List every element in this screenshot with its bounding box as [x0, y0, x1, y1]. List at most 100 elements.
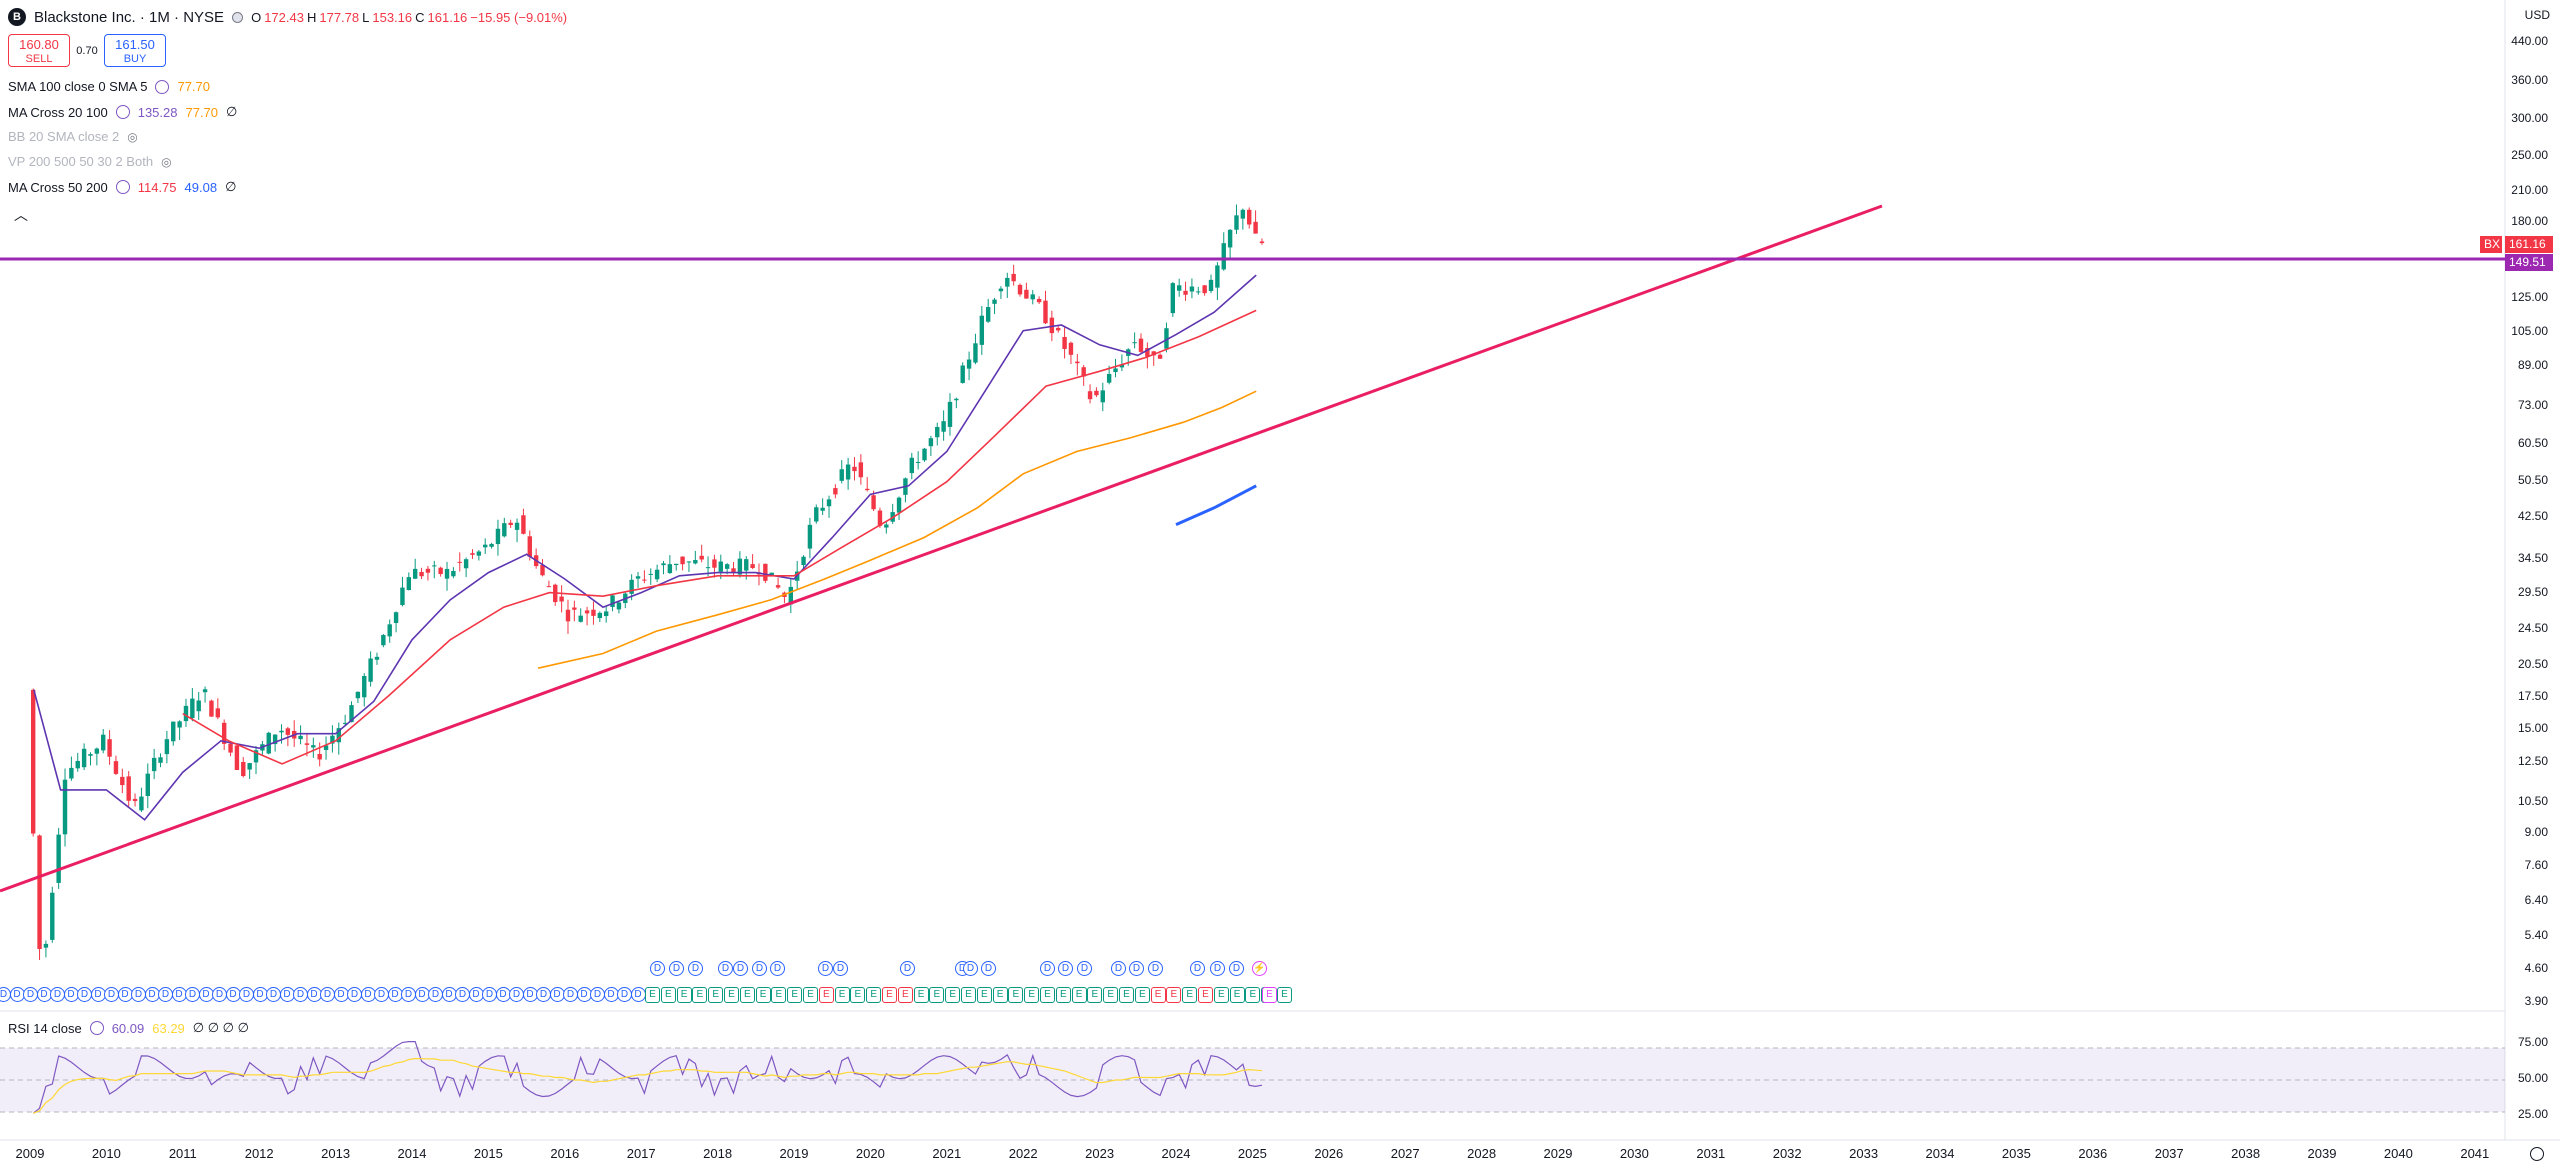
dividend-marker[interactable]: D	[185, 987, 200, 1002]
earnings-marker[interactable]: E	[850, 987, 866, 1003]
earnings-marker[interactable]: E	[1182, 987, 1198, 1003]
indicator-ma-cross-50-200[interactable]: MA Cross 50 200 114.75 49.08 ∅	[8, 179, 236, 195]
indicator-source-icon[interactable]	[89, 1021, 104, 1035]
dividend-marker[interactable]: D	[158, 987, 173, 1002]
earnings-marker[interactable]: E	[1119, 987, 1134, 1003]
indicator-source-icon[interactable]	[115, 105, 130, 119]
dividend-marker[interactable]: D	[225, 987, 241, 1002]
dividend-marker[interactable]: D	[23, 987, 38, 1002]
dividend-marker[interactable]: D	[509, 987, 524, 1002]
dividend-marker[interactable]: D	[455, 987, 470, 1002]
earnings-marker[interactable]: E	[1245, 987, 1261, 1003]
earnings-marker[interactable]: E	[1040, 987, 1055, 1003]
earnings-marker[interactable]: E	[1277, 987, 1292, 1003]
dividend-marker[interactable]: D	[63, 987, 79, 1002]
dividend-marker[interactable]: D	[770, 961, 785, 976]
dividend-marker[interactable]: D	[347, 987, 362, 1002]
earnings-marker[interactable]: E	[1103, 987, 1119, 1003]
earnings-marker[interactable]: E	[834, 987, 850, 1003]
dividend-marker[interactable]: D	[374, 987, 389, 1002]
eye-hidden-icon[interactable]: ◎	[161, 154, 172, 169]
lightning-icon[interactable]: ⚡	[1252, 961, 1267, 976]
rsi-legend[interactable]: RSI 14 close 60.09 63.29 ∅ ∅ ∅ ∅	[8, 1020, 249, 1036]
dividend-marker[interactable]: D	[239, 987, 254, 1002]
earnings-marker[interactable]: E	[708, 987, 724, 1003]
earnings-marker[interactable]: E	[1166, 987, 1182, 1003]
dividend-marker[interactable]: D	[818, 961, 833, 976]
earnings-marker[interactable]: E	[645, 987, 660, 1003]
indicator-vp[interactable]: VP 200 500 50 30 2 Both ◎	[8, 154, 172, 169]
earnings-marker[interactable]: E	[897, 987, 913, 1003]
earnings-marker[interactable]: E	[787, 987, 803, 1003]
dividend-marker[interactable]: D	[603, 987, 619, 1002]
dividend-marker[interactable]: D	[617, 987, 632, 1002]
dividend-marker[interactable]: D	[1111, 961, 1126, 976]
indicator-ma-cross-20-100[interactable]: MA Cross 20 100 135.28 77.70 ∅	[8, 104, 237, 120]
indicator-source-icon[interactable]	[155, 79, 170, 94]
dividend-marker[interactable]: D	[963, 961, 978, 976]
dividend-marker[interactable]: D	[900, 961, 915, 976]
dividend-marker[interactable]: D	[279, 987, 295, 1002]
dividend-marker[interactable]: D	[401, 987, 416, 1002]
collapse-legend-chevron-up-icon[interactable]: ︿	[14, 207, 28, 223]
indicator-bb[interactable]: BB 20 SMA close 2 ◎	[8, 129, 138, 144]
dividend-marker[interactable]: D	[752, 961, 767, 976]
earnings-marker[interactable]: E	[1198, 987, 1213, 1003]
dividend-marker[interactable]: D	[688, 961, 703, 976]
earnings-marker[interactable]: E	[1008, 987, 1024, 1003]
dividend-marker[interactable]: D	[104, 987, 119, 1002]
earnings-marker[interactable]: E	[739, 987, 755, 1003]
currency-label[interactable]: USD	[2524, 8, 2550, 22]
dividend-marker[interactable]: D	[718, 961, 733, 976]
earnings-marker[interactable]: E	[945, 987, 961, 1003]
dividend-marker[interactable]: D	[441, 987, 457, 1002]
dividend-marker[interactable]: D	[981, 961, 996, 976]
earnings-marker[interactable]: E	[660, 987, 676, 1003]
dividend-marker[interactable]: D	[77, 987, 92, 1002]
dividend-marker[interactable]: D	[1148, 961, 1163, 976]
dividend-marker[interactable]: D	[1210, 961, 1225, 976]
dividend-marker[interactable]: D	[833, 961, 848, 976]
earnings-marker[interactable]: E	[866, 987, 882, 1003]
earnings-marker[interactable]: E	[676, 987, 692, 1003]
earnings-marker-upcoming[interactable]: E	[1262, 987, 1277, 1003]
earnings-marker[interactable]: E	[913, 987, 929, 1003]
settings-gear-icon[interactable]	[2530, 1147, 2544, 1161]
dividend-marker[interactable]: D	[563, 987, 578, 1002]
earnings-marker[interactable]: E	[724, 987, 739, 1003]
dividend-marker[interactable]: D	[131, 987, 146, 1002]
earnings-marker[interactable]: E	[1134, 987, 1150, 1003]
symbol-title[interactable]: Blackstone Inc. · 1M · NYSE	[34, 8, 225, 26]
dividend-marker[interactable]: D	[1190, 961, 1205, 976]
earnings-marker[interactable]: E	[818, 987, 834, 1003]
sell-button[interactable]: 160.80 SELL	[8, 34, 70, 67]
earnings-marker[interactable]: E	[755, 987, 771, 1003]
dividend-marker[interactable]: D	[669, 961, 684, 976]
dividend-marker[interactable]: D	[630, 987, 646, 1002]
indicator-sma100[interactable]: SMA 100 close 0 SMA 5 77.70	[8, 79, 210, 94]
dividend-marker[interactable]: D	[482, 987, 497, 1002]
dividend-marker[interactable]: D	[549, 987, 565, 1002]
dividend-marker[interactable]: D	[50, 987, 65, 1002]
earnings-marker[interactable]: E	[976, 987, 992, 1003]
dividend-marker[interactable]: D	[212, 987, 227, 1002]
earnings-marker[interactable]: E	[1087, 987, 1103, 1003]
earnings-marker[interactable]: E	[771, 987, 787, 1003]
earnings-marker[interactable]: E	[992, 987, 1008, 1003]
earnings-marker[interactable]: E	[1071, 987, 1087, 1003]
dividend-marker[interactable]: D	[1040, 961, 1055, 976]
dividend-marker[interactable]: D	[536, 987, 551, 1002]
dividend-marker[interactable]: D	[293, 987, 308, 1002]
earnings-marker[interactable]: E	[1055, 987, 1071, 1003]
indicator-source-icon[interactable]	[115, 180, 130, 194]
earnings-marker[interactable]: E	[929, 987, 945, 1003]
earnings-marker[interactable]: E	[1024, 987, 1040, 1003]
dividend-marker[interactable]: D	[266, 987, 281, 1002]
dividend-marker[interactable]: D	[733, 961, 748, 976]
market-status-icon[interactable]	[232, 11, 244, 23]
dividend-marker[interactable]: D	[1129, 961, 1144, 976]
earnings-marker[interactable]: E	[692, 987, 708, 1003]
earnings-marker[interactable]: E	[1229, 987, 1245, 1003]
